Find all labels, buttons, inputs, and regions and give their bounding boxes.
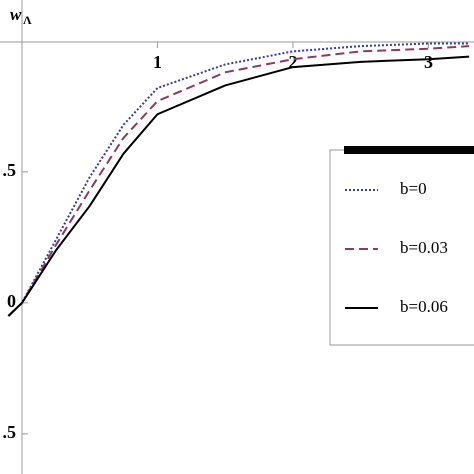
- x-tick-label: 2: [288, 52, 297, 72]
- y-axis-label-subscript: Λ: [23, 13, 32, 27]
- legend-label: b=0.03: [400, 238, 448, 257]
- line-series: [7, 45, 470, 317]
- y-axis-label: w: [10, 5, 22, 24]
- legend-box: [329, 149, 474, 346]
- y-tick-label: .5: [3, 422, 17, 442]
- legend-bar: [344, 146, 474, 154]
- x-tick-label: 1: [153, 52, 162, 72]
- legend-label: b=0.06: [400, 297, 448, 316]
- legend-label: b=0: [400, 179, 427, 198]
- y-tick-label: .5: [3, 160, 17, 180]
- y-tick-label: 0: [7, 291, 16, 311]
- line-series: [7, 55, 470, 317]
- x-tick-label: 3: [424, 52, 433, 72]
- line-series: [7, 42, 470, 317]
